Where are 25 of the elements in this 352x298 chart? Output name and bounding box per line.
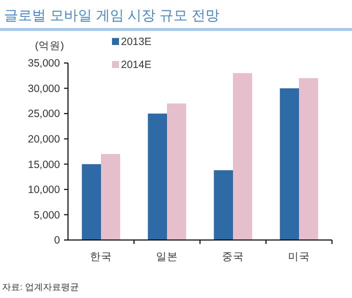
x-tick-label: 중국 — [222, 251, 244, 263]
y-tick-label: 25,000 — [28, 108, 60, 120]
bar — [167, 103, 186, 240]
y-tick-label: 15,000 — [28, 158, 60, 171]
x-tick-label: 미국 — [288, 251, 310, 263]
x-tick-label: 한국 — [90, 251, 112, 263]
x-tick-label: 일본 — [156, 251, 178, 263]
legend-label: 2014E — [121, 59, 152, 71]
text: 자료: 업계자료평균 — [2, 282, 80, 292]
y-tick-label: 5,000 — [34, 209, 60, 222]
bar — [280, 88, 299, 240]
y-tick-label: 0 — [54, 234, 60, 247]
bar — [233, 73, 252, 240]
bar — [214, 170, 233, 240]
y-tick-label: 35,000 — [28, 58, 60, 70]
chart-title: 글로벌 모바일 게임 시장 규모 전망 — [4, 7, 220, 23]
bar — [82, 164, 101, 240]
y-tick-label: 20,000 — [28, 134, 60, 146]
bar — [299, 78, 318, 240]
y-axis-title: (억원) — [35, 40, 64, 52]
y-tick-label: 30,000 — [28, 82, 60, 95]
bar — [101, 154, 120, 240]
bar — [148, 114, 167, 240]
legend-label: 2013E — [121, 36, 152, 48]
y-tick-label: 10,000 — [28, 184, 60, 196]
